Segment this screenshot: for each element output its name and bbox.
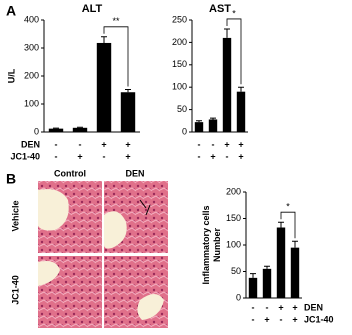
y-tick-label: 200 <box>172 37 187 47</box>
error-bar <box>292 240 298 248</box>
error-bar <box>125 88 131 93</box>
y-tick-label: 0 <box>34 126 39 136</box>
y-tick-label: 100 <box>24 98 39 108</box>
condition-label: + <box>101 139 106 149</box>
row-label: JC1-40 <box>10 275 20 305</box>
condition-label: + <box>210 151 215 161</box>
significance-label: ** <box>112 16 120 26</box>
significance-bracket <box>226 18 242 85</box>
error-bar <box>264 265 270 269</box>
y-tick-label: 200 <box>226 186 241 196</box>
condition-label: + <box>125 151 130 161</box>
bar <box>120 92 136 132</box>
error-bar <box>278 221 284 228</box>
condition-label: + <box>238 139 243 149</box>
error-bar <box>53 127 59 129</box>
y-tick-label: 150 <box>226 213 241 223</box>
condition-label: - <box>226 151 229 161</box>
micrograph <box>38 181 102 253</box>
y-axis-label: Inflammatory cells <box>201 205 211 284</box>
column-label: Control <box>54 168 86 178</box>
condition-name: DEN <box>21 139 40 149</box>
condition-name: DEN <box>304 302 323 312</box>
bar <box>276 227 286 298</box>
condition-name: JC1-40 <box>304 314 334 324</box>
micrograph <box>104 256 168 328</box>
y-tick-label: 150 <box>172 59 187 69</box>
significance-label: * <box>232 8 236 18</box>
y-tick-label: 100 <box>226 239 241 249</box>
y-tick-label: 0 <box>236 292 241 302</box>
significance-bracket <box>103 26 129 87</box>
error-bar <box>250 273 256 278</box>
error-bar <box>210 117 216 120</box>
condition-label: + <box>292 314 297 324</box>
micrograph <box>104 181 168 253</box>
condition-label: - <box>79 139 82 149</box>
error-bar <box>196 120 202 123</box>
y-tick-label: 0 <box>182 126 187 136</box>
y-tick-label: 250 <box>172 14 187 24</box>
y-tick-label: 100 <box>172 82 187 92</box>
y-axis-label: Number <box>212 228 222 263</box>
condition-label: - <box>198 151 201 161</box>
panel-label: A <box>6 3 16 19</box>
bar <box>194 122 204 132</box>
condition-label: - <box>252 302 255 312</box>
condition-label: + <box>238 151 243 161</box>
y-tick-label: 50 <box>177 104 187 114</box>
chart-title: AST <box>209 3 231 15</box>
condition-label: - <box>280 314 283 324</box>
condition-label: - <box>266 302 269 312</box>
bar <box>248 277 258 298</box>
condition-label: + <box>125 139 130 149</box>
significance-label: * <box>286 202 290 212</box>
condition-label: + <box>264 314 269 324</box>
chart-title: ALT <box>82 3 103 15</box>
condition-label: + <box>278 302 283 312</box>
panel-label: B <box>6 171 16 187</box>
bar <box>72 127 88 132</box>
condition-name: JC1-40 <box>10 151 40 161</box>
error-bar <box>77 126 83 128</box>
condition-label: + <box>292 302 297 312</box>
row-label: Vehicle <box>10 200 20 231</box>
bar <box>222 37 232 132</box>
condition-label: - <box>252 314 255 324</box>
bar <box>96 42 112 132</box>
bar <box>290 247 300 298</box>
y-tick-label: 300 <box>24 42 39 52</box>
condition-label: - <box>55 151 58 161</box>
bar <box>48 128 64 132</box>
condition-label: + <box>77 151 82 161</box>
condition-label: - <box>103 151 106 161</box>
error-bar <box>238 86 244 92</box>
error-bar <box>224 28 230 38</box>
significance-bracket <box>280 211 296 239</box>
bar <box>236 91 246 132</box>
condition-label: - <box>212 139 215 149</box>
y-tick-label: 50 <box>231 266 241 276</box>
error-bar <box>101 36 107 43</box>
y-tick-label: 400 <box>24 14 39 24</box>
micrograph <box>38 256 102 328</box>
column-label: DEN <box>125 168 144 178</box>
bar <box>208 119 218 132</box>
y-axis-label: U/L <box>6 68 16 83</box>
condition-label: - <box>198 139 201 149</box>
condition-label: + <box>224 139 229 149</box>
bar <box>262 268 272 298</box>
condition-label: - <box>55 139 58 149</box>
y-tick-label: 200 <box>24 70 39 80</box>
